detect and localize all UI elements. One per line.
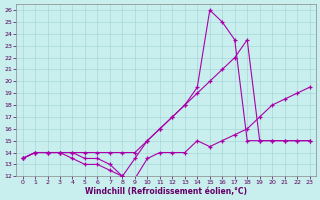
X-axis label: Windchill (Refroidissement éolien,°C): Windchill (Refroidissement éolien,°C) <box>85 187 247 196</box>
